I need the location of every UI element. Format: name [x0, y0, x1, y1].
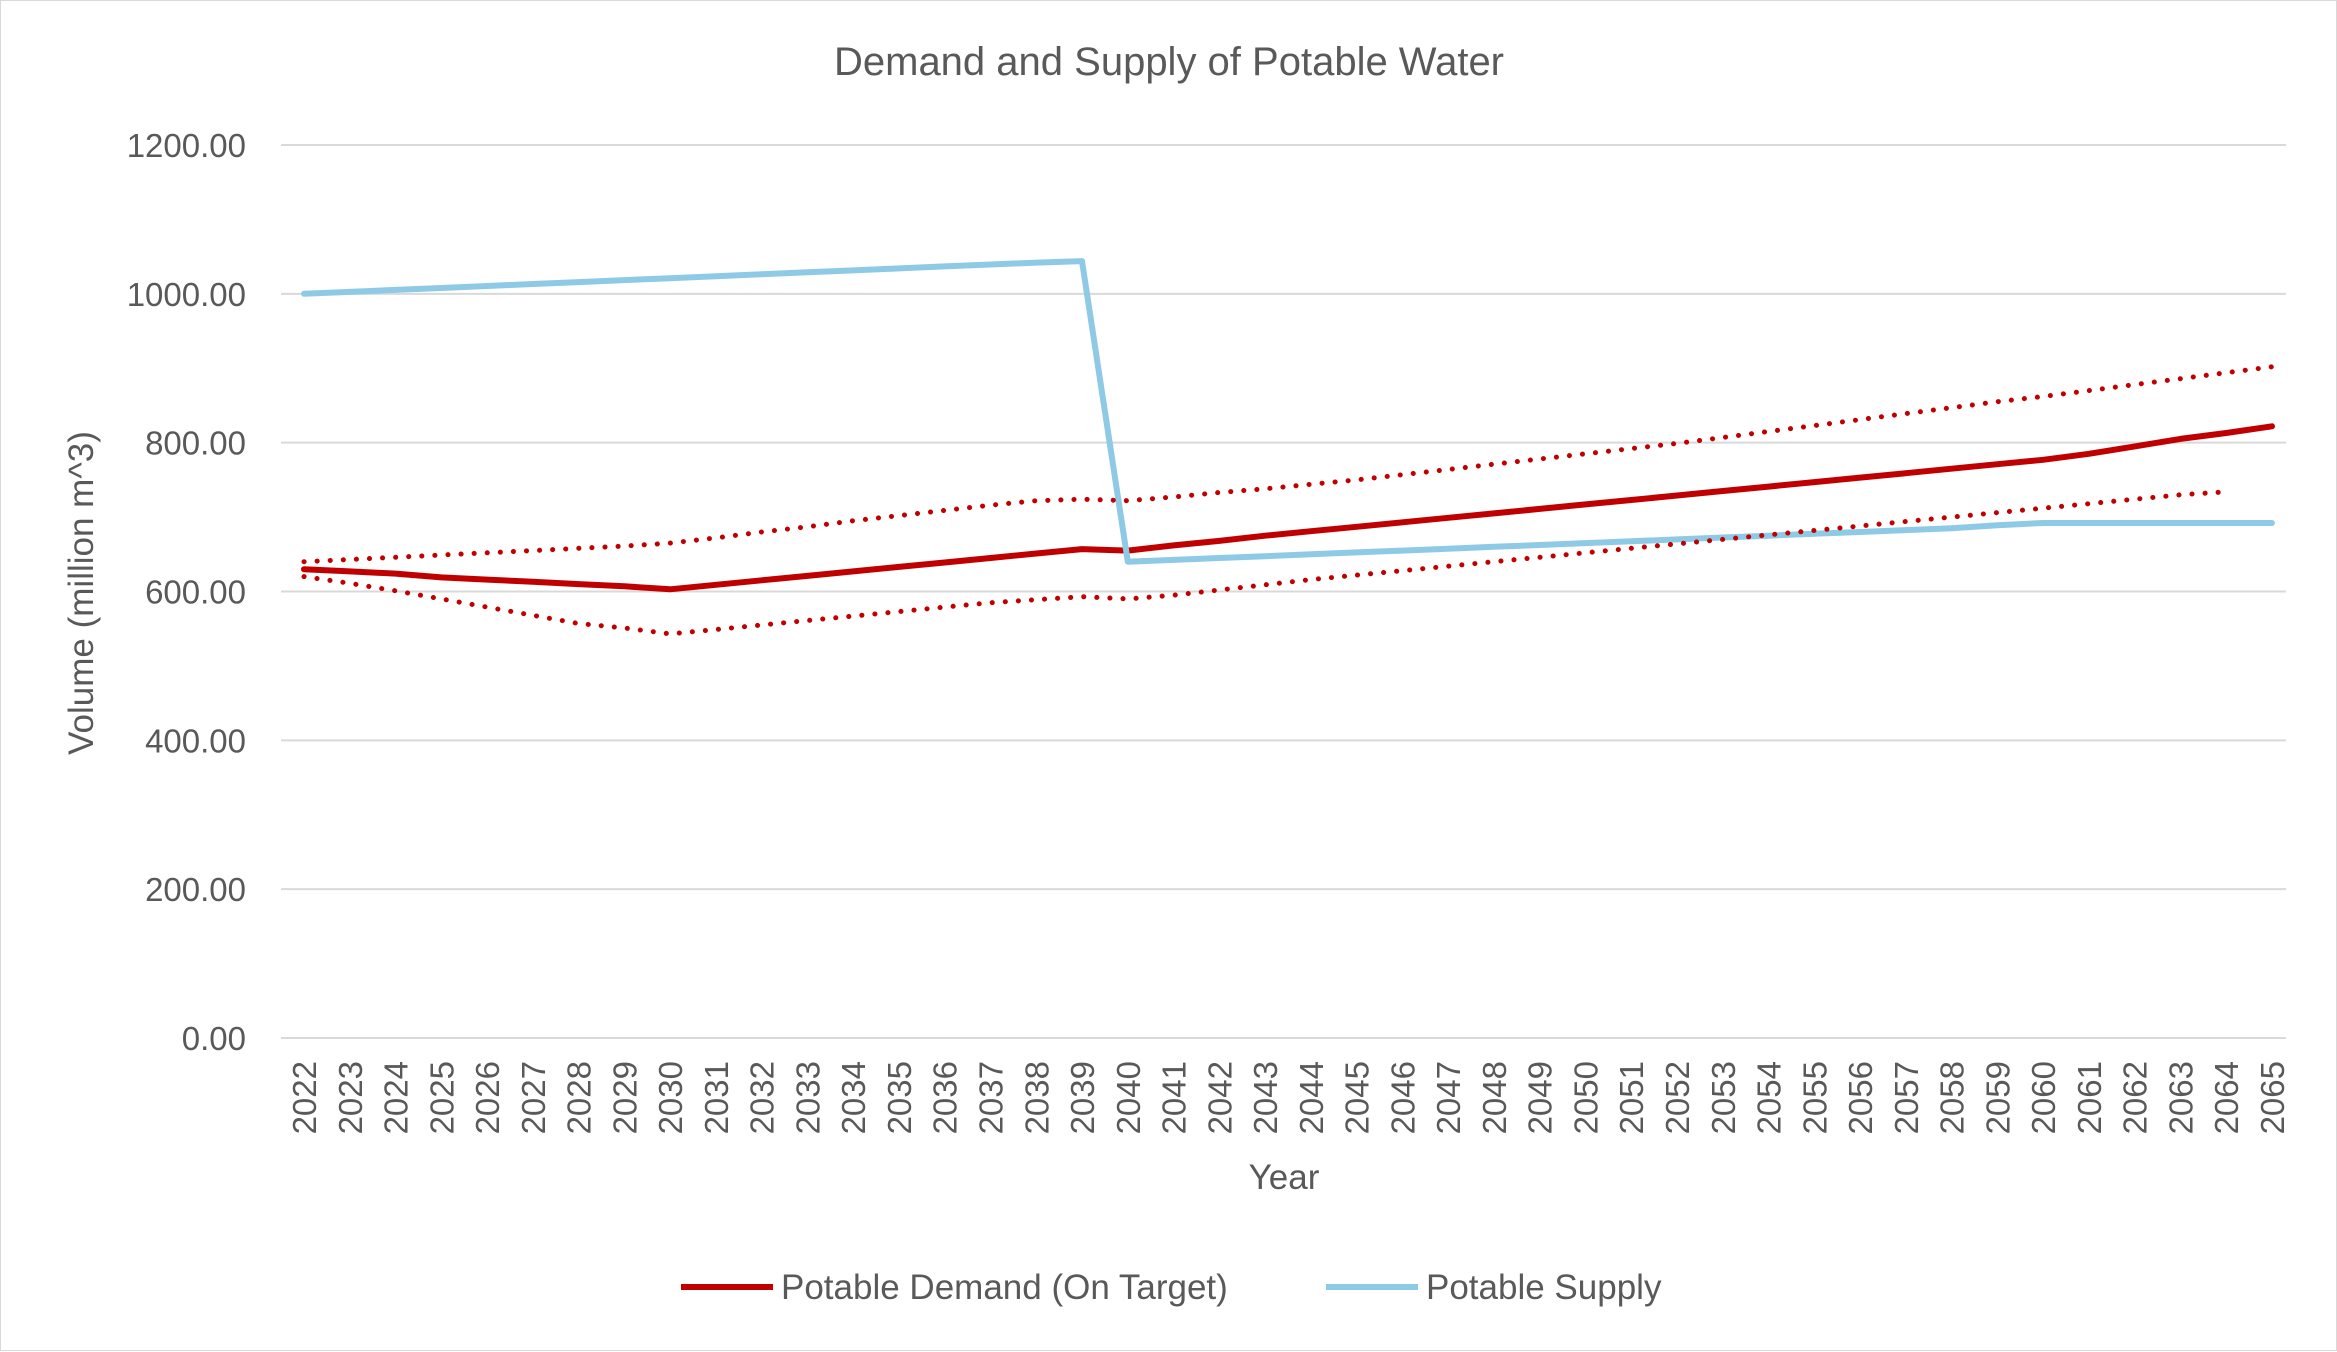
x-tick-label: 2048 [1476, 1061, 1513, 1134]
x-tick-label: 2051 [1613, 1061, 1650, 1134]
x-tick-label: 2042 [1201, 1061, 1238, 1134]
x-tick-label: 2059 [1979, 1061, 2016, 1134]
x-tick-label: 2056 [1842, 1061, 1879, 1134]
y-tick-label: 1200.00 [127, 127, 246, 164]
x-tick-label: 2044 [1293, 1061, 1330, 1134]
legend-label: Potable Supply [1426, 1268, 1662, 1307]
x-tick-label: 2052 [1659, 1061, 1696, 1134]
series-line-dotted [301, 364, 2275, 565]
y-tick-label: 800.00 [145, 425, 246, 462]
gridlines [281, 144, 2286, 1039]
series-line [301, 258, 2275, 565]
chart-title: Demand and Supply of Potable Water [834, 40, 1504, 84]
x-tick-label: 2027 [515, 1061, 552, 1134]
x-tick-label: 2026 [469, 1061, 506, 1134]
x-tick-label: 2036 [927, 1061, 964, 1134]
x-tick-label: 2062 [2117, 1061, 2154, 1134]
x-tick-label: 2061 [2071, 1061, 2108, 1134]
x-tick-label: 2031 [698, 1061, 735, 1134]
x-tick-label: 2025 [423, 1061, 460, 1134]
x-tick-label: 2037 [973, 1061, 1010, 1134]
series-line [301, 423, 2275, 593]
x-tick-label: 2023 [332, 1061, 369, 1134]
y-tick-label: 0.00 [182, 1020, 246, 1057]
x-tick-label: 2054 [1751, 1061, 1788, 1134]
x-tick-label: 2034 [835, 1061, 872, 1134]
legend: Potable Demand (On Target) Potable Supply [681, 1268, 1662, 1307]
x-tick-label: 2058 [1934, 1061, 1971, 1134]
x-tick-label: 2038 [1018, 1061, 1055, 1134]
x-tick-label: 2047 [1430, 1061, 1467, 1134]
x-tick-label: 2029 [606, 1061, 643, 1134]
x-tick-label: 2046 [1384, 1061, 1421, 1134]
x-axis-ticks: 2022 2023 2024 2025 2026 2027 2028 2029 2030 2031… [286, 1061, 2291, 1134]
x-tick-label: 2055 [1796, 1061, 1833, 1134]
y-axis-label: Volume (million m^3) [62, 431, 101, 755]
y-tick-label: 400.00 [145, 722, 246, 759]
series-line-dotted [301, 489, 2229, 637]
y-axis-ticks: 0.00 200.00 400.00 600.00 800.00 1000.00 1200.… [127, 127, 246, 1057]
x-tick-label: 2030 [652, 1061, 689, 1134]
y-tick-label: 200.00 [145, 871, 246, 908]
x-tick-label: 2053 [1705, 1061, 1742, 1134]
x-tick-label: 2064 [2208, 1061, 2245, 1134]
x-tick-label: 2033 [789, 1061, 826, 1134]
x-tick-label: 2040 [1110, 1061, 1147, 1134]
series-lines [301, 258, 2275, 637]
x-tick-label: 2043 [1247, 1061, 1284, 1134]
x-tick-label: 2035 [881, 1061, 918, 1134]
x-tick-label: 2032 [744, 1061, 781, 1134]
x-tick-label: 2060 [2025, 1061, 2062, 1134]
legend-label: Potable Demand (On Target) [781, 1268, 1228, 1307]
y-tick-label: 600.00 [145, 574, 246, 611]
x-tick-label: 2039 [1064, 1061, 1101, 1134]
x-tick-label: 2045 [1339, 1061, 1376, 1134]
x-tick-label: 2049 [1522, 1061, 1559, 1134]
x-tick-label: 2050 [1567, 1061, 1604, 1134]
x-tick-label: 2041 [1156, 1061, 1193, 1134]
x-tick-label: 2028 [561, 1061, 598, 1134]
x-tick-label: 2022 [286, 1061, 323, 1134]
x-tick-label: 2057 [1888, 1061, 1925, 1134]
x-tick-label: 2024 [378, 1061, 415, 1134]
x-axis-label: Year [1249, 1158, 1320, 1197]
y-tick-label: 1000.00 [127, 276, 246, 313]
x-tick-label: 2063 [2162, 1061, 2199, 1134]
x-tick-label: 2065 [2254, 1061, 2291, 1134]
